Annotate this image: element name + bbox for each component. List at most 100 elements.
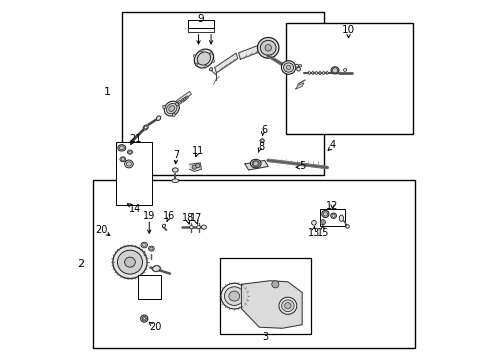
Ellipse shape bbox=[124, 257, 135, 267]
Ellipse shape bbox=[113, 246, 147, 279]
Ellipse shape bbox=[308, 71, 310, 75]
Ellipse shape bbox=[126, 162, 131, 166]
Ellipse shape bbox=[316, 71, 318, 75]
Ellipse shape bbox=[319, 71, 321, 75]
Text: 16: 16 bbox=[163, 211, 175, 221]
Text: 15: 15 bbox=[317, 228, 329, 238]
Text: 1: 1 bbox=[104, 87, 111, 98]
Text: 11: 11 bbox=[192, 146, 204, 156]
Bar bbox=[122, 12, 323, 175]
Ellipse shape bbox=[197, 52, 211, 65]
Ellipse shape bbox=[250, 159, 261, 168]
Ellipse shape bbox=[258, 37, 279, 58]
Ellipse shape bbox=[124, 160, 133, 168]
Ellipse shape bbox=[181, 99, 185, 102]
Ellipse shape bbox=[212, 60, 215, 62]
Ellipse shape bbox=[299, 64, 302, 67]
Text: 6: 6 bbox=[262, 125, 268, 135]
Text: 3: 3 bbox=[262, 332, 269, 342]
Bar bbox=[117, 143, 152, 205]
Ellipse shape bbox=[323, 212, 327, 216]
Ellipse shape bbox=[260, 40, 276, 55]
Ellipse shape bbox=[141, 315, 148, 322]
Ellipse shape bbox=[312, 221, 316, 225]
Ellipse shape bbox=[141, 242, 147, 248]
Text: 12: 12 bbox=[326, 201, 339, 211]
Ellipse shape bbox=[265, 45, 271, 51]
Ellipse shape bbox=[143, 318, 146, 320]
Ellipse shape bbox=[144, 126, 147, 129]
Ellipse shape bbox=[195, 49, 214, 68]
Text: 21: 21 bbox=[129, 134, 141, 144]
Ellipse shape bbox=[175, 103, 179, 105]
Bar bbox=[320, 208, 345, 226]
Ellipse shape bbox=[127, 150, 132, 154]
Ellipse shape bbox=[118, 145, 126, 151]
Ellipse shape bbox=[142, 316, 147, 321]
Ellipse shape bbox=[346, 225, 349, 228]
Text: 10: 10 bbox=[342, 25, 355, 35]
Polygon shape bbox=[245, 160, 268, 170]
Ellipse shape bbox=[164, 101, 179, 116]
Ellipse shape bbox=[169, 106, 175, 111]
Text: 4: 4 bbox=[329, 140, 336, 150]
Polygon shape bbox=[296, 83, 304, 89]
Ellipse shape bbox=[120, 157, 126, 162]
Ellipse shape bbox=[172, 168, 178, 172]
Ellipse shape bbox=[320, 220, 325, 225]
Ellipse shape bbox=[221, 283, 247, 309]
Ellipse shape bbox=[119, 146, 124, 150]
Polygon shape bbox=[239, 45, 261, 59]
Ellipse shape bbox=[183, 97, 187, 100]
Ellipse shape bbox=[197, 225, 200, 229]
Ellipse shape bbox=[282, 300, 294, 312]
Ellipse shape bbox=[285, 303, 291, 309]
Ellipse shape bbox=[143, 243, 146, 247]
Ellipse shape bbox=[323, 71, 324, 75]
Text: 8: 8 bbox=[258, 142, 264, 152]
Text: 14: 14 bbox=[129, 203, 141, 213]
Ellipse shape bbox=[332, 68, 338, 73]
Ellipse shape bbox=[331, 213, 337, 219]
Ellipse shape bbox=[332, 214, 335, 217]
Ellipse shape bbox=[343, 68, 346, 71]
Ellipse shape bbox=[167, 103, 177, 114]
Polygon shape bbox=[215, 53, 238, 73]
Ellipse shape bbox=[339, 215, 343, 221]
Ellipse shape bbox=[321, 221, 324, 224]
Ellipse shape bbox=[172, 179, 179, 183]
Ellipse shape bbox=[287, 65, 291, 69]
Text: 5: 5 bbox=[299, 161, 305, 171]
Circle shape bbox=[196, 163, 200, 168]
Ellipse shape bbox=[209, 68, 213, 71]
Ellipse shape bbox=[156, 116, 161, 121]
Ellipse shape bbox=[260, 139, 264, 143]
Ellipse shape bbox=[281, 61, 296, 74]
Bar bbox=[138, 275, 161, 298]
Ellipse shape bbox=[150, 247, 153, 250]
Text: 17: 17 bbox=[190, 212, 202, 222]
Ellipse shape bbox=[162, 224, 166, 228]
Ellipse shape bbox=[284, 63, 294, 72]
Bar bbox=[93, 180, 415, 348]
Ellipse shape bbox=[118, 250, 143, 274]
Ellipse shape bbox=[201, 49, 203, 52]
Text: 20: 20 bbox=[95, 225, 108, 235]
Ellipse shape bbox=[201, 225, 206, 229]
Ellipse shape bbox=[261, 140, 263, 142]
Circle shape bbox=[192, 165, 196, 169]
Text: 9: 9 bbox=[197, 14, 204, 24]
Ellipse shape bbox=[143, 125, 148, 130]
Polygon shape bbox=[242, 281, 302, 328]
Bar bbox=[188, 20, 214, 28]
Ellipse shape bbox=[205, 65, 207, 68]
Ellipse shape bbox=[195, 63, 198, 65]
Ellipse shape bbox=[193, 55, 196, 57]
Text: 7: 7 bbox=[173, 150, 179, 160]
Ellipse shape bbox=[178, 100, 182, 104]
Text: 2: 2 bbox=[77, 259, 84, 269]
Text: 19: 19 bbox=[143, 211, 155, 221]
Ellipse shape bbox=[128, 151, 131, 153]
Ellipse shape bbox=[210, 52, 213, 54]
Ellipse shape bbox=[172, 113, 175, 117]
